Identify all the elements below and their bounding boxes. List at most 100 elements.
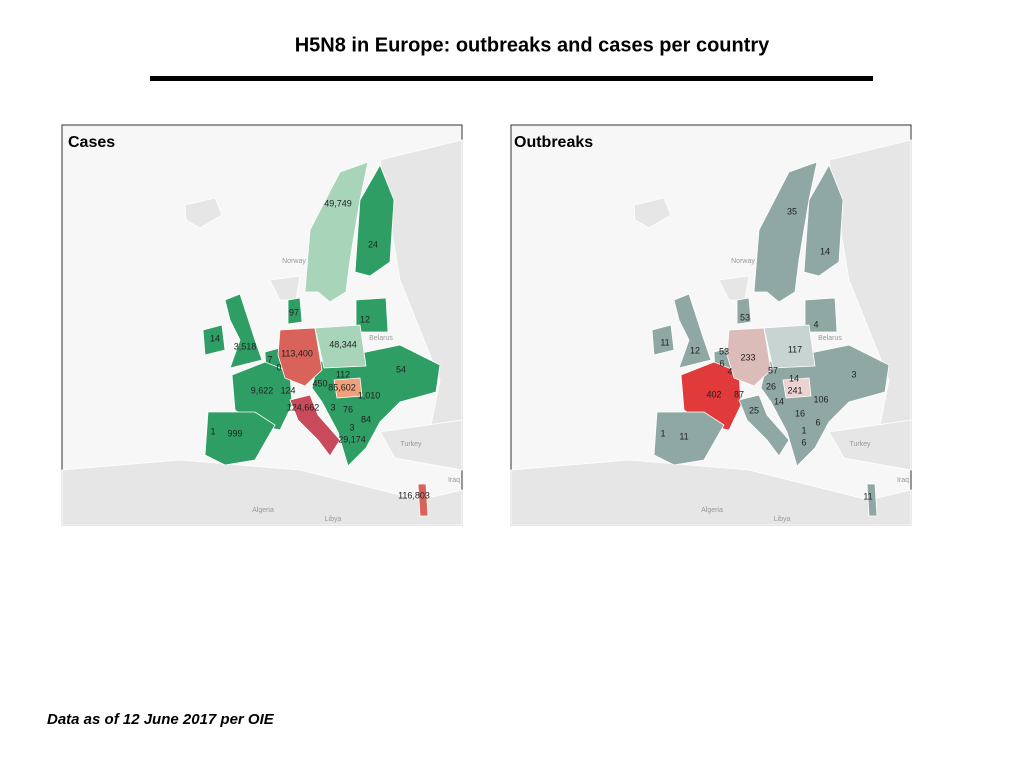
slide-title: H5N8 in Europe: outbreaks and cases per … <box>295 34 770 56</box>
place-label: Iraq <box>897 477 909 484</box>
country-value-label: 84 <box>361 414 371 424</box>
place-label: Belarus <box>818 335 842 342</box>
country-value-label: 241 <box>787 385 802 395</box>
land <box>828 139 912 431</box>
country-value-label: 1 <box>210 426 215 436</box>
place-label: Turkey <box>849 441 871 448</box>
place-label: Belarus <box>369 335 393 342</box>
country-value-label: 6 <box>801 437 806 447</box>
land <box>379 139 463 431</box>
baltics <box>804 297 838 333</box>
italy <box>289 394 341 457</box>
map-title: Outbreaks <box>514 134 593 151</box>
place-label: Iraq <box>448 477 460 484</box>
denmark <box>287 297 303 325</box>
country-value-label: 49,749 <box>324 198 352 208</box>
country-value-label: 3,518 <box>234 341 257 351</box>
country-value-label: 48,344 <box>329 339 357 349</box>
title-rule <box>150 76 873 81</box>
israel <box>866 483 878 517</box>
country-value-label: 54 <box>396 364 406 374</box>
country-value-label: 14 <box>210 333 220 343</box>
place-label: Algeria <box>701 507 723 514</box>
land <box>184 197 223 229</box>
iberia <box>653 411 725 466</box>
country-value-label: 113,400 <box>281 348 313 358</box>
country-value-label: 117 <box>788 344 802 354</box>
country-value-label: 76 <box>343 404 353 414</box>
country-value-label: 11 <box>679 431 688 441</box>
country-value-label: 24 <box>368 239 378 249</box>
country-value-label: 106 <box>813 394 828 404</box>
country-value-label: 14 <box>789 373 799 383</box>
country-value-label: 7 <box>267 354 272 364</box>
country-value-label: 3 <box>349 422 354 432</box>
baltics <box>355 297 389 333</box>
country-value-label: 124,662 <box>287 402 320 412</box>
denmark <box>736 297 752 325</box>
country-value-label: 999 <box>227 428 242 438</box>
country-value-label: 3 <box>330 402 335 412</box>
country-value-label: 87 <box>734 389 744 399</box>
hungary <box>333 377 363 399</box>
outbreaks-map: NorwayBelarusTurkeyIraqAlgeriaLibya35145… <box>510 124 912 526</box>
place-label: Libya <box>774 516 791 523</box>
finland <box>354 164 395 277</box>
country-value-label: 11 <box>660 337 669 347</box>
place-label: Algeria <box>252 507 274 514</box>
country-value-label: 35 <box>787 206 797 216</box>
country-value-label: 0 <box>276 362 281 372</box>
place-label: Norway <box>731 258 755 265</box>
eastern-europe <box>311 344 441 467</box>
cases-map: Norway Belarus Turkey Iraq Algeria Libya 49,74… <box>61 124 463 526</box>
country-value-label: 25 <box>749 405 759 415</box>
country-value-label: 14 <box>774 396 784 406</box>
country-value-label: 6 <box>719 358 724 368</box>
country-value-label: 53 <box>719 346 729 356</box>
country-value-label: 26 <box>766 381 776 391</box>
country-value-label: 57 <box>768 365 778 375</box>
land <box>61 459 463 526</box>
country-value-label: 1,010 <box>358 390 381 400</box>
country-value-label: 116,803 <box>398 490 430 500</box>
map-title: Cases <box>68 134 115 151</box>
footnote: Data as of 12 June 2017 per OIE <box>47 711 275 728</box>
country-value-label: 9,622 <box>251 385 274 395</box>
finland <box>803 164 844 277</box>
country-value-label: 16 <box>795 408 805 418</box>
country-value-label: 53 <box>740 312 750 322</box>
country-value-label: 112 <box>336 369 350 379</box>
place-label: Norway <box>282 258 306 265</box>
country-value-label: 1 <box>801 425 806 435</box>
israel <box>417 483 429 517</box>
ireland <box>202 324 226 356</box>
land <box>633 197 672 229</box>
uk <box>673 293 712 369</box>
eastern-europe <box>760 344 890 467</box>
country-value-label: 402 <box>706 389 721 399</box>
country-value-label: 29,174 <box>338 434 366 444</box>
hungary <box>782 377 812 399</box>
country-value-label: 1 <box>660 428 665 438</box>
country-value-label: 4 <box>727 366 732 376</box>
country-value-label: 11 <box>863 491 872 501</box>
uk <box>224 293 263 369</box>
country-value-label: 85,602 <box>328 382 356 392</box>
place-label: Turkey <box>400 441 422 448</box>
country-value-label: 97 <box>289 307 299 317</box>
country-value-label: 124 <box>280 385 295 395</box>
scandinavia <box>304 161 369 303</box>
country-value-label: 233 <box>740 352 755 362</box>
country-value-label: 4 <box>813 319 818 329</box>
country-value-label: 14 <box>820 246 830 256</box>
ireland <box>651 324 675 356</box>
scandinavia <box>753 161 818 303</box>
land <box>828 419 912 471</box>
country-value-label: 12 <box>690 345 700 355</box>
italy <box>738 394 790 457</box>
country-value-label: 3 <box>851 369 856 379</box>
poland <box>763 324 816 369</box>
land <box>379 419 463 471</box>
